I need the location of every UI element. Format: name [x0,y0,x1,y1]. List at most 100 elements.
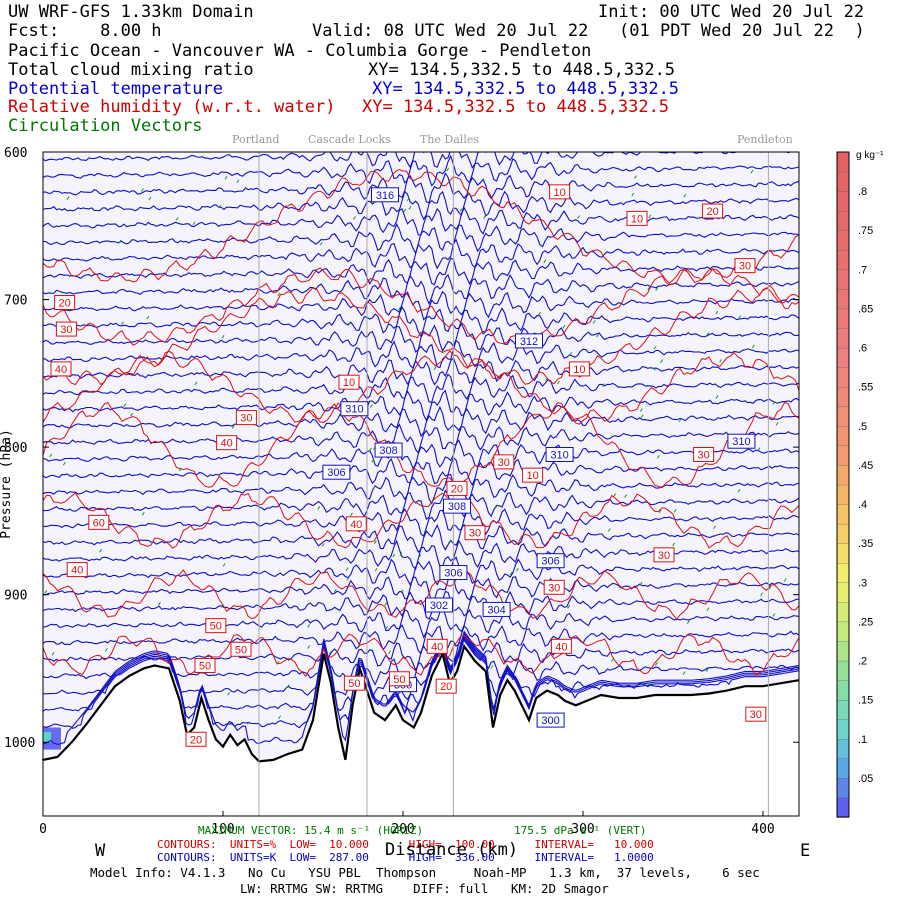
circulation-vector [99,549,103,553]
colorbar-segment [836,543,850,564]
rh-contour-label-box [216,435,238,451]
direction-east: E [800,841,811,861]
theta-contour-label: 310 [732,436,750,448]
rh-contour-label-box [549,184,571,200]
rh-contour-label-box [435,678,457,694]
theta-contour-line [43,238,799,270]
theta-contour-line [43,423,799,454]
model-info: Model Info: V4.1.3 No Cu YSU PBL Thompso… [90,865,760,880]
theta-contour-label: 310 [550,449,568,461]
rh-contour-label: 50 [393,674,405,686]
rh-contour-label-box [345,516,367,532]
circulation-vector [652,683,655,687]
theta-contour-line [43,154,799,187]
colorbar-segment [836,464,850,486]
circulation-vector [118,239,122,244]
rh-contour-label: 20 [190,734,202,746]
circulation-vector [568,498,571,502]
circulation-vector [657,454,660,459]
circulation-vector [157,602,161,606]
circulation-vector [220,604,224,608]
rh-contour-label: 40 [55,364,67,376]
theta-contour-label: 302 [430,600,448,612]
colorbar-segment [836,679,850,701]
theta-contour-line [43,630,799,745]
colorbar-segment [836,445,850,466]
circulation-vector [596,333,600,338]
colorbar-unit: g kg⁻¹ [856,150,884,161]
colorbar-segment [836,249,850,271]
circulation-vector [686,620,690,624]
circulation-vector [277,292,281,297]
colorbar-segment [836,699,850,720]
circulation-vector [653,345,657,350]
circulation-vector [658,509,662,514]
rh-contour-label: 30 [658,550,670,562]
circulation-vector [446,167,450,172]
rh-contour-label: 30 [60,324,72,336]
rh-contour-label-box [543,579,565,595]
rh-contour-label-box [568,361,590,377]
circulation-vector [772,613,776,617]
rh-contour-label: 50 [348,678,360,690]
circulation-vector [194,381,198,386]
circulation-vector [246,721,250,725]
circulation-vector [408,206,412,210]
theta-contour-label-box [482,601,511,617]
x-tick-label: 200 [391,822,414,837]
circulation-vector [369,404,373,408]
theta-contour-line [43,635,799,701]
circulation-vector [319,241,323,246]
theta-contour-line [43,590,799,620]
theta-contour-label-box [536,553,565,569]
circulation-vector [148,196,152,201]
circulation-vector [592,320,596,324]
theta-contour-line [43,632,799,729]
location-the-dalles: The Dalles [420,133,479,146]
circulation-vector [374,567,378,572]
colorbar-segment [836,719,850,740]
rh-contour-label-box [194,657,216,673]
theta-contour-line [43,257,799,286]
circulation-vector [406,197,410,201]
theta-contour-label-box [515,333,543,349]
max-vector-horiz: MAXIMUM VECTOR: 15.4 m s⁻¹ (HORIZ) [198,824,424,837]
theta-contour-line [43,606,799,639]
theta-contour-label: 310 [345,404,363,416]
circulation-vector [672,542,676,547]
circulation-vector [146,315,150,320]
rh-contour-label-box [55,321,77,337]
colorbar-segment [836,621,850,642]
valid-time: Valid: 08 UTC Wed 20 Jul 22 (01 PDT Wed … [312,21,865,41]
contour-group [43,152,799,745]
colorbar-label: .75 [858,225,873,237]
rh-contour-label-box [338,374,360,390]
rh-contour-label: 40 [555,641,567,653]
circulation-vector [515,567,519,572]
colorbar-segment [836,230,850,251]
model-physics: LW: RRTMG SW: RRTMG DIFF: full KM: 2D Sm… [240,881,609,896]
rh-contour-label-box [230,641,252,657]
circulation-vector [719,359,723,363]
circulation-vector [227,691,230,696]
colorbar-segment [836,171,850,192]
rh-contour-line [43,492,799,549]
y-tick-label: 600 [4,146,27,161]
theta-contour-label-box [536,712,565,728]
colorbar-label: .35 [858,538,873,550]
colorbar-segment [836,738,850,759]
circulation-vector [448,539,451,544]
theta-contour-label-box [371,187,399,203]
circulation-vector [631,192,635,197]
rh-contour-label-box [343,675,365,691]
circulation-vector [400,589,404,594]
circulation-vector [345,567,349,571]
y-tick-label: 700 [4,294,27,309]
direction-west: W [95,841,106,861]
colorbar-segment [836,288,850,310]
rh-contour-line [43,169,799,284]
circulation-vector [372,486,376,490]
circulation-vector [545,377,549,381]
circulation-vector [768,586,772,590]
